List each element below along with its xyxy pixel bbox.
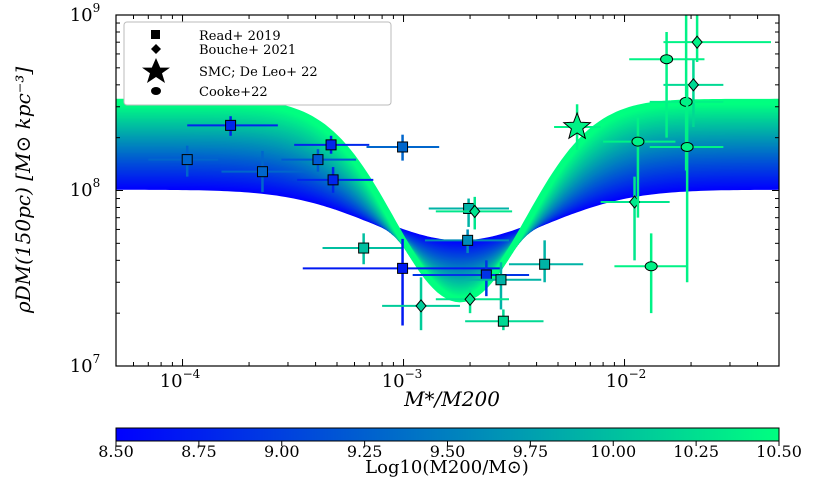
- colorbar-tick-label: 10.00: [590, 442, 636, 461]
- colorbar-tick-label: 10.50: [756, 442, 802, 461]
- data-point-ellipse: [644, 261, 658, 272]
- data-points: [148, 15, 771, 331]
- colorbar-tick-label: 9.25: [347, 442, 383, 461]
- colorbar-tick-label: 9.00: [264, 442, 300, 461]
- data-point-square: [256, 166, 268, 178]
- data-point-diamond: [464, 292, 476, 307]
- colorbar-tick-label: 10.25: [673, 442, 719, 461]
- legend-square-marker: [151, 30, 160, 39]
- data-point-ellipse: [680, 141, 694, 152]
- legend-label-3: Cooke+22: [199, 85, 268, 100]
- y-tick-label-2: 109: [70, 1, 101, 26]
- x-tick-label-2: 10−2: [606, 367, 647, 392]
- colorbar-ticks: 8.50 8.75 9.00 9.25 9.50 9.75 10.00 10.25 10.50: [98, 441, 802, 461]
- legend-label-1: Bouche+ 2021: [199, 43, 296, 58]
- x-tick-label-0: 10−4: [160, 367, 201, 392]
- y-tick-label-0: 107: [70, 352, 101, 377]
- legend-box: [123, 21, 392, 106]
- colorbar-tick-label: 8.50: [98, 442, 134, 461]
- band-curve: [116, 183, 779, 247]
- data-point-square: [312, 154, 324, 166]
- colorbar-tick-label: 9.75: [513, 442, 549, 461]
- colorbar-label: Log10(M200/M⊙): [365, 457, 529, 478]
- colorbar-tick-label: 8.75: [181, 442, 217, 461]
- data-point-ellipse: [631, 136, 645, 147]
- legend-label-2: SMC; De Leo+ 22: [199, 65, 318, 80]
- data-point-square: [181, 154, 193, 166]
- data-point-diamond: [691, 35, 703, 49]
- data-point-square: [497, 315, 509, 327]
- model-band: [116, 98, 779, 303]
- data-point-square: [539, 258, 551, 270]
- axis-ticks: [115, 14, 780, 367]
- data-point-diamond: [687, 78, 700, 92]
- x-tick-label-1: 10−3: [382, 367, 423, 392]
- data-point-square: [480, 269, 492, 281]
- legend: Read+ 2019 Bouche+ 2021 SMC; De Leo+ 22 …: [123, 21, 392, 106]
- data-point-diamond: [469, 204, 481, 219]
- colorbar: 8.50 8.75 9.00 9.25 9.50 9.75 10.00 10.25 10.50 …: [98, 427, 802, 478]
- data-point-square: [462, 234, 474, 246]
- data-point-square: [397, 141, 409, 153]
- band-curve: [116, 179, 779, 250]
- data-point-square: [495, 274, 507, 286]
- legend-ellipse-marker: [151, 87, 161, 95]
- data-point-square: [225, 119, 237, 131]
- data-point-square: [327, 174, 339, 186]
- data-point-square: [325, 139, 337, 151]
- colorbar-tick-label: 9.50: [430, 442, 466, 461]
- y-tick-label-1: 108: [70, 176, 101, 201]
- data-point-square: [358, 242, 370, 254]
- data-point-square: [397, 262, 409, 274]
- legend-label-0: Read+ 2019: [199, 29, 281, 44]
- y-axis-label: ρDM(150pc) [M⊙ kpc⁻³]: [11, 67, 35, 315]
- data-point-star: [562, 111, 592, 140]
- legend-star-marker: [142, 58, 170, 83]
- colorbar-gradient: [115, 427, 780, 442]
- data-point-diamond: [415, 299, 427, 313]
- band-curve: [116, 181, 779, 249]
- legend-diamond-marker: [151, 44, 161, 54]
- data-point-ellipse: [660, 54, 674, 65]
- band-curve: [116, 182, 779, 248]
- x-axis-label: M*/M200: [403, 387, 500, 411]
